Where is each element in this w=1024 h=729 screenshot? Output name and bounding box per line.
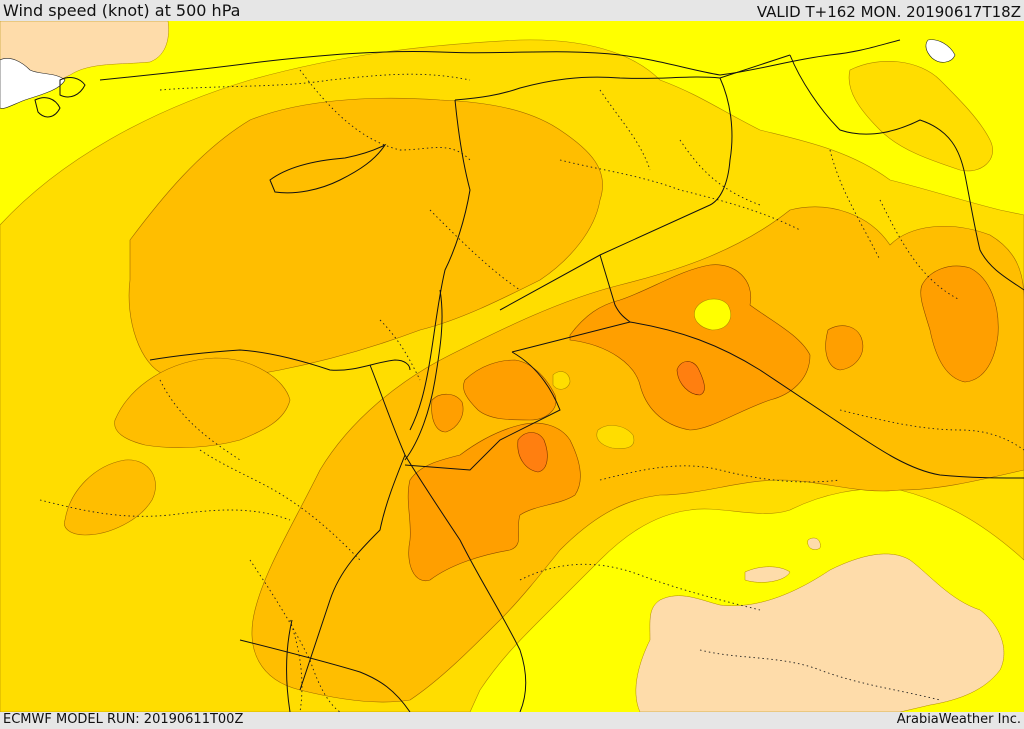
band-medium [114,357,291,449]
wind-speed-map [0,21,1024,712]
country-borders [34,39,1024,712]
model-run-label: ECMWF MODEL RUN: 20190611T00Z [3,712,244,727]
sea-patch [925,39,956,63]
band-highest [517,432,548,473]
band-lowest [694,298,732,331]
band-medium [64,459,156,536]
band-high [463,359,557,421]
band-low [848,61,993,172]
band-high [825,325,864,371]
footer-bar: ECMWF MODEL RUN: 20190611T00Z ArabiaWeat… [0,712,1024,729]
band-calm [744,566,791,583]
internal-borders [39,69,1024,712]
map-panel [0,21,1024,712]
map-title: Wind speed (knot) at 500 hPa [3,1,241,20]
valid-time-label: VALID T+162 MON. 20190617T18Z [756,3,1021,21]
band-calm [807,537,821,550]
band-low [596,425,635,449]
header-bar: Wind speed (knot) at 500 hPa VALID T+162… [0,0,1024,21]
band-high [920,265,999,383]
band-highest [676,361,705,396]
band-high [569,264,811,431]
credit-label: ArabiaWeather Inc. [896,712,1021,727]
sea-patch [0,58,66,109]
band-high [431,393,464,433]
band-calm [635,553,1005,712]
band-low [552,371,571,390]
